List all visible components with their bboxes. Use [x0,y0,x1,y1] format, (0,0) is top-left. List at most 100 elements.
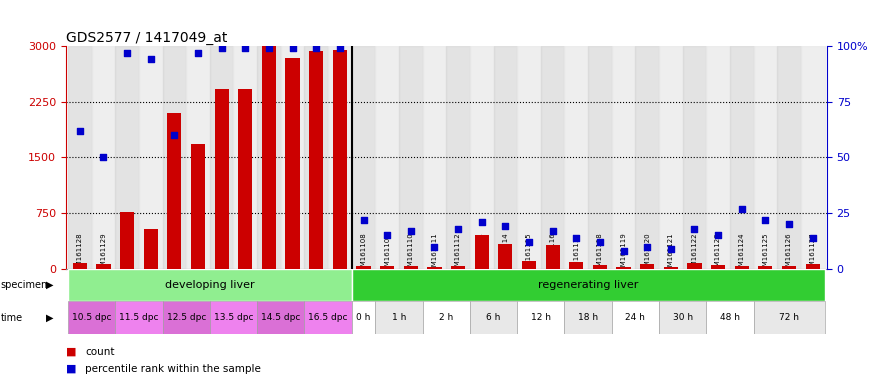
Bar [801,46,824,269]
Bar [332,50,347,269]
Bar [564,46,588,269]
Point [475,219,489,225]
Bar [706,301,753,334]
Bar [281,46,304,269]
Bar [68,46,92,269]
Bar [380,266,395,269]
Text: 24 h: 24 h [626,313,646,322]
Bar [234,46,257,269]
Bar [777,46,801,269]
Point [711,232,725,238]
Bar [238,89,252,269]
Bar [96,264,110,269]
Text: GDS2577 / 1417049_at: GDS2577 / 1417049_at [66,31,227,45]
Bar [470,301,517,334]
Bar [210,46,234,269]
Bar [163,301,210,334]
Bar [304,46,328,269]
Text: 12 h: 12 h [531,313,551,322]
Bar [588,46,612,269]
Bar [262,46,276,269]
Point [522,239,536,245]
Text: 11.5 dpc: 11.5 dpc [119,313,158,322]
Bar [92,46,116,269]
Bar [120,212,134,269]
Bar [706,46,730,269]
Bar [612,46,635,269]
Bar [423,301,470,334]
Text: specimen: specimen [1,280,48,290]
Bar [352,269,824,301]
Bar [214,89,228,269]
Point [238,45,252,51]
Bar [403,266,418,269]
Bar [753,301,824,334]
Bar [640,264,654,269]
Bar [541,46,564,269]
Bar [68,269,352,301]
Text: count: count [85,346,115,357]
Text: ▶: ▶ [46,280,53,290]
Point [309,45,323,51]
Bar [782,266,796,269]
Bar [617,266,631,269]
Text: ■: ■ [66,346,76,357]
Bar [730,46,753,269]
Bar [352,46,375,269]
Point [640,243,654,250]
Point [593,239,607,245]
Bar [711,265,725,269]
Text: ▶: ▶ [46,313,53,323]
Text: developing liver: developing liver [165,280,255,290]
Text: 30 h: 30 h [673,313,693,322]
Bar [682,46,706,269]
Bar [423,46,446,269]
Text: 10.5 dpc: 10.5 dpc [72,313,111,322]
Bar [564,301,612,334]
Point [546,228,560,234]
Bar [257,46,281,269]
Point [735,205,749,212]
Point [380,232,394,238]
Point [782,221,796,227]
Point [332,45,346,51]
Text: 1 h: 1 h [392,313,406,322]
Bar [144,230,158,269]
Text: 16.5 dpc: 16.5 dpc [308,313,347,322]
Point [144,56,158,63]
Bar [806,263,820,269]
Bar [493,46,517,269]
Bar [186,46,210,269]
Bar [470,46,494,269]
Bar [545,245,560,269]
Point [688,226,702,232]
Text: 14.5 dpc: 14.5 dpc [261,313,300,322]
Bar [163,46,186,269]
Point [570,235,584,241]
Point [452,226,466,232]
Point [759,217,773,223]
Bar [446,46,470,269]
Bar [257,301,304,334]
Bar [68,301,116,334]
Point [427,243,441,250]
Bar [427,266,442,269]
Bar [285,58,299,269]
Bar [304,301,352,334]
Bar [167,113,181,269]
Bar [735,266,749,269]
Bar [352,301,375,334]
Point [499,223,513,230]
Point [96,154,110,161]
Bar [664,266,678,269]
Point [167,132,181,138]
Bar [191,144,205,269]
Bar [593,265,607,269]
Point [664,246,678,252]
Bar [210,301,257,334]
Bar [116,301,163,334]
Bar [139,46,163,269]
Bar [309,51,324,269]
Text: 72 h: 72 h [779,313,799,322]
Text: ■: ■ [66,364,76,374]
